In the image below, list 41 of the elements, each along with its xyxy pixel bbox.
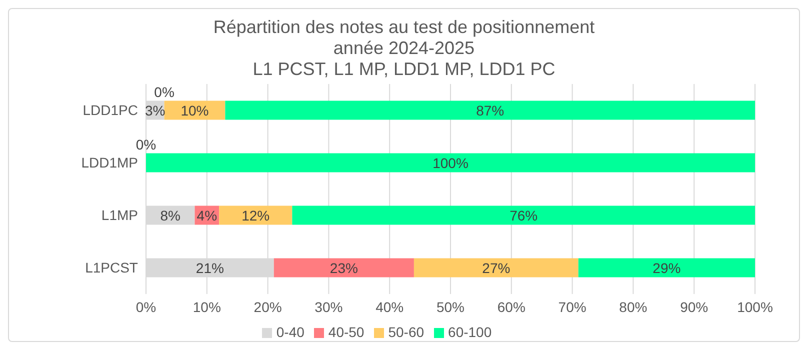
data-label: 29% (652, 260, 681, 276)
data-label: 12% (242, 207, 270, 224)
x-tick-label: 0% (136, 298, 156, 315)
legend-label: 50-60 (388, 324, 424, 340)
y-tick-label: LDD1MP (81, 154, 138, 171)
data-label: 87% (476, 102, 504, 118)
x-tick-label: 60% (497, 298, 526, 315)
chart-title: Répartition des notes au test de positionnement année 2024-2025 L1 PCST, L1 MP, LDD1 MP, LDD1 PC (212, 17, 596, 80)
data-label: 4% (196, 207, 218, 224)
data-label: 23% (330, 260, 358, 276)
x-tick-label: 90% (680, 298, 708, 315)
x-tick-label: 70% (558, 298, 586, 315)
data-label: 10% (180, 102, 209, 118)
x-tick-label: 100% (737, 298, 773, 315)
bar (414, 258, 578, 278)
x-tick-label: 40% (376, 298, 404, 315)
x-tick-label: 80% (619, 298, 648, 315)
bar (578, 258, 755, 278)
data-label: 21% (196, 260, 224, 276)
data-label: 100% (432, 154, 468, 171)
data-label: 0% (154, 84, 174, 100)
bar (225, 100, 755, 120)
data-label: 0% (136, 136, 156, 152)
x-tick-label: 30% (314, 298, 343, 315)
bar (164, 100, 226, 120)
y-tick-label: LDD1PC (82, 102, 138, 118)
data-label: 8% (160, 207, 180, 224)
data-label: 27% (482, 260, 510, 276)
bar (292, 206, 755, 225)
legend-label: 60-100 (448, 324, 492, 340)
bar (274, 258, 414, 278)
x-tick-label: 20% (254, 298, 282, 315)
legend-label: 0-40 (276, 324, 304, 340)
y-tick-label: L1MP (101, 207, 138, 224)
bar (219, 206, 292, 225)
x-tick-label: 10% (192, 298, 221, 315)
y-tick-label: L1PCST (85, 260, 138, 276)
bar (146, 153, 755, 172)
legend-label: 40-50 (328, 324, 364, 340)
x-tick-label: 50% (436, 298, 465, 315)
data-label: 76% (510, 207, 538, 224)
